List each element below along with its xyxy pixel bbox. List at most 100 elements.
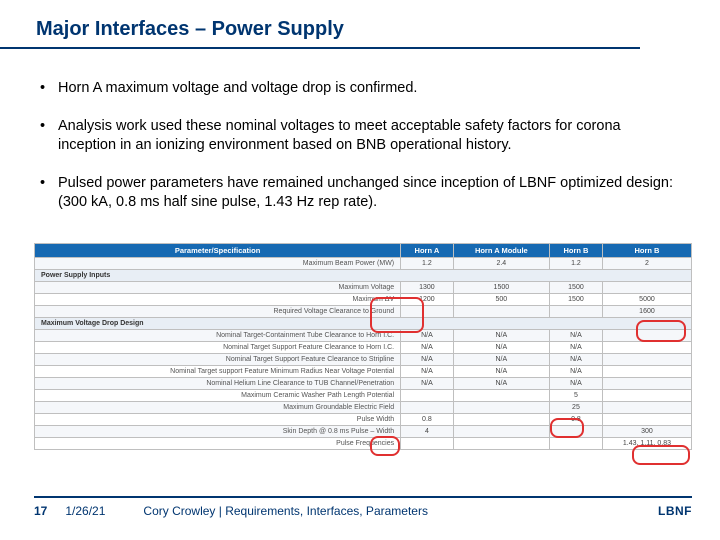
table-row-label: Nominal Target Support Feature Clearance… bbox=[35, 353, 401, 365]
table-row-label: Nominal Target-Containment Tube Clearanc… bbox=[35, 329, 401, 341]
bullet-item: Horn A maximum voltage and voltage drop … bbox=[40, 79, 680, 99]
table-cell: N/A bbox=[453, 377, 549, 389]
col-header: Parameter/Specification bbox=[35, 243, 401, 257]
page-number: 17 bbox=[34, 504, 47, 518]
table-cell: 300 bbox=[602, 425, 691, 437]
footer-author: Cory Crowley | Requirements, Interfaces,… bbox=[143, 504, 428, 518]
table-section-row: Power Supply Inputs bbox=[35, 269, 692, 281]
table-cell: N/A bbox=[549, 365, 602, 377]
table-row: Pulse Frequencies 1.43, 1.11, 0.83 bbox=[35, 437, 692, 449]
table-section-row: Maximum Voltage Drop Design bbox=[35, 317, 692, 329]
table-cell bbox=[401, 389, 454, 401]
parameters-table: Parameter/Specification Horn A Horn A Mo… bbox=[34, 243, 692, 450]
col-header: Horn B bbox=[602, 243, 691, 257]
table-row-label: Nominal Target support Feature Minimum R… bbox=[35, 365, 401, 377]
table-row: Maximum Voltage130015001500 bbox=[35, 281, 692, 293]
table-cell bbox=[453, 413, 549, 425]
table-row: Nominal Target Support Feature Clearance… bbox=[35, 353, 692, 365]
table-row-label: Nominal Helium Line Clearance to TUB Cha… bbox=[35, 377, 401, 389]
table-cell: N/A bbox=[401, 353, 454, 365]
table-cell bbox=[453, 437, 549, 449]
table-cell: 2.4 bbox=[453, 257, 549, 269]
col-header: Horn A bbox=[401, 243, 454, 257]
table-cell bbox=[602, 341, 691, 353]
table-row: Required Voltage Clearance to Ground 1600 bbox=[35, 305, 692, 317]
table-cell: 5000 bbox=[602, 293, 691, 305]
table-cell bbox=[453, 389, 549, 401]
table-row: Maximum Beam Power (MW)1.22.41.22 bbox=[35, 257, 692, 269]
table-row-label: Skin Depth @ 0.8 ms Pulse – Width bbox=[35, 425, 401, 437]
table-cell: 500 bbox=[453, 293, 549, 305]
table-cell bbox=[453, 305, 549, 317]
table-row-label: Required Voltage Clearance to Ground bbox=[35, 305, 401, 317]
footer-brand: LBNF bbox=[658, 504, 692, 518]
table-row: Power Supply Inputs bbox=[35, 269, 692, 281]
parameters-table-wrap: Parameter/Specification Horn A Horn A Mo… bbox=[0, 243, 720, 450]
table-row-label: Nominal Target Support Feature Clearance… bbox=[35, 341, 401, 353]
bullet-item: Analysis work used these nominal voltage… bbox=[40, 117, 680, 156]
table-cell: 1.2 bbox=[549, 257, 602, 269]
table-cell: 1.2 bbox=[401, 257, 454, 269]
table-cell bbox=[602, 413, 691, 425]
table-cell: 1300 bbox=[401, 281, 454, 293]
table-row: Nominal Target Support Feature Clearance… bbox=[35, 341, 692, 353]
table-row: Maximum Groundable Electric Field 25 bbox=[35, 401, 692, 413]
footer-date: 1/26/21 bbox=[65, 504, 105, 518]
table-cell bbox=[401, 305, 454, 317]
table-cell bbox=[602, 377, 691, 389]
footer: 17 1/26/21 Cory Crowley | Requirements, … bbox=[34, 496, 692, 518]
table-cell: N/A bbox=[453, 329, 549, 341]
table-cell: N/A bbox=[453, 353, 549, 365]
col-header: Horn A Module bbox=[453, 243, 549, 257]
col-header: Horn B bbox=[549, 243, 602, 257]
table-cell bbox=[602, 281, 691, 293]
table-cell: 0.8 bbox=[549, 413, 602, 425]
table-row: Pulse Width0.80.8 bbox=[35, 413, 692, 425]
table-cell: 2 bbox=[602, 257, 691, 269]
table-cell: N/A bbox=[401, 365, 454, 377]
table-row: Maximum Voltage Drop Design bbox=[35, 317, 692, 329]
table-cell: 1600 bbox=[602, 305, 691, 317]
table-row-label: Maximum Beam Power (MW) bbox=[35, 257, 401, 269]
table-cell: N/A bbox=[549, 353, 602, 365]
table-cell: 4 bbox=[401, 425, 454, 437]
table-row: Maximum ΔV120050015005000 bbox=[35, 293, 692, 305]
table-cell: N/A bbox=[401, 329, 454, 341]
table-cell bbox=[453, 425, 549, 437]
table-row: Nominal Target-Containment Tube Clearanc… bbox=[35, 329, 692, 341]
table-cell: 1500 bbox=[549, 293, 602, 305]
bullet-list: Horn A maximum voltage and voltage drop … bbox=[0, 49, 720, 243]
table-row-label: Maximum ΔV bbox=[35, 293, 401, 305]
table-cell: 1500 bbox=[453, 281, 549, 293]
table-cell: 1500 bbox=[549, 281, 602, 293]
table-row-label: Maximum Ceramic Washer Path Length Poten… bbox=[35, 389, 401, 401]
table-cell: 0.8 bbox=[401, 413, 454, 425]
table-row: Skin Depth @ 0.8 ms Pulse – Width4 300 bbox=[35, 425, 692, 437]
table-cell bbox=[549, 305, 602, 317]
table-cell: N/A bbox=[549, 377, 602, 389]
table-cell: 25 bbox=[549, 401, 602, 413]
table-cell bbox=[549, 425, 602, 437]
table-cell bbox=[602, 401, 691, 413]
table-cell bbox=[602, 365, 691, 377]
table-cell bbox=[401, 437, 454, 449]
table-cell: N/A bbox=[453, 365, 549, 377]
table-row-label: Pulse Width bbox=[35, 413, 401, 425]
table-row: Nominal Target support Feature Minimum R… bbox=[35, 365, 692, 377]
table-cell: N/A bbox=[401, 377, 454, 389]
table-cell: 1200 bbox=[401, 293, 454, 305]
table-row-label: Maximum Groundable Electric Field bbox=[35, 401, 401, 413]
page-title: Major Interfaces – Power Supply bbox=[0, 0, 640, 49]
table-cell bbox=[453, 401, 549, 413]
table-row: Maximum Ceramic Washer Path Length Poten… bbox=[35, 389, 692, 401]
table-cell: N/A bbox=[401, 341, 454, 353]
table-cell: N/A bbox=[453, 341, 549, 353]
table-cell bbox=[401, 401, 454, 413]
table-row-label: Maximum Voltage bbox=[35, 281, 401, 293]
table-row-label: Pulse Frequencies bbox=[35, 437, 401, 449]
table-cell: 1.43, 1.11, 0.83 bbox=[602, 437, 691, 449]
table-cell bbox=[602, 353, 691, 365]
table-row: Nominal Helium Line Clearance to TUB Cha… bbox=[35, 377, 692, 389]
table-cell bbox=[602, 329, 691, 341]
bullet-item: Pulsed power parameters have remained un… bbox=[40, 174, 680, 213]
